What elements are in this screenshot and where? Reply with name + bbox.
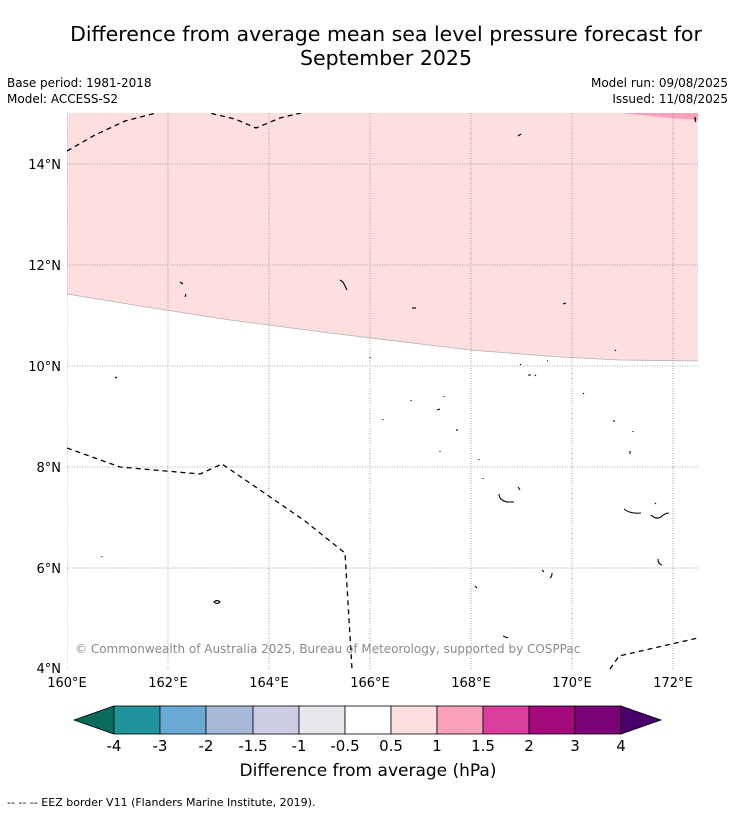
eez-legend-note: -- -- -- EEZ border V11 (Flanders Marine… <box>7 796 316 809</box>
colorbar-tick: 1 <box>432 737 442 755</box>
colorbar-tick: 2 <box>524 737 534 755</box>
colorbar-swatch <box>113 705 161 735</box>
map-title-line2: September 2025 <box>300 46 472 70</box>
lon-label: 172°E <box>653 676 693 691</box>
colorbar-swatch <box>574 705 622 735</box>
colorbar-tick: 1.5 <box>471 737 495 755</box>
model-run: Model run: 09/08/2025 <box>590 76 728 90</box>
map-title: Difference from average mean sea level p… <box>0 22 736 70</box>
lat-label: 10°N <box>28 360 61 375</box>
lon-label: 168°E <box>451 676 491 691</box>
lon-labels: 160°E 162°E 164°E 166°E 168°E 170°E 172°… <box>47 676 693 691</box>
lat-label: 6°N <box>37 562 62 577</box>
model-name: Model: ACCESS-S2 <box>7 92 119 106</box>
colorbar-swatch-high-extend <box>620 705 663 735</box>
colorbar-swatch-low-extend <box>72 705 115 735</box>
colorbar-swatch <box>205 705 254 735</box>
colorbar <box>72 705 663 735</box>
issued-date: Issued: 11/08/2025 <box>612 92 728 106</box>
colorbar-title: Difference from average (hPa) <box>239 761 497 781</box>
colorbar-tick: -4 <box>106 737 122 755</box>
colorbar-tick: -3 <box>152 737 168 755</box>
colorbar-tick: 4 <box>616 737 626 755</box>
lat-labels: 14°N 12°N 10°N 8°N 6°N 4°N <box>28 158 61 677</box>
colorbar-tick: -1.5 <box>238 737 268 755</box>
anomaly-zone-0.5-1 <box>67 113 698 361</box>
eez-borders <box>67 113 698 669</box>
map-title-line1: Difference from average mean sea level p… <box>70 22 702 46</box>
meta-right: Model run: 09/08/2025 Issued: 11/08/2025 <box>591 75 728 107</box>
colorbar-swatch <box>528 705 576 735</box>
lon-label: 162°E <box>148 676 188 691</box>
colorbar-swatch <box>390 705 438 735</box>
colorbar-swatch <box>482 705 530 735</box>
graticule <box>67 113 698 669</box>
colorbar-tick: 3 <box>570 737 580 755</box>
colorbar-swatch <box>436 705 484 735</box>
colorbar-tick: -2 <box>198 737 214 755</box>
colorbar-swatch <box>298 705 346 735</box>
colorbar-tick: -1 <box>291 737 307 755</box>
lon-label: 170°E <box>552 676 592 691</box>
meta-left: Base period: 1981-2018 Model: ACCESS-S2 <box>7 75 152 107</box>
islands <box>101 133 670 639</box>
colorbar-swatch <box>252 705 300 735</box>
copyright-text: © Commonwealth of Australia 2025, Bureau… <box>75 642 580 656</box>
lat-label: 4°N <box>37 662 62 677</box>
lat-label: 12°N <box>28 259 61 274</box>
lat-label: 14°N <box>28 158 61 173</box>
lat-label: 8°N <box>37 461 62 476</box>
anomaly-zone-boundary <box>67 293 698 362</box>
lon-label: 166°E <box>350 676 390 691</box>
anomaly-zone-1-1.5 <box>620 113 698 120</box>
base-period: Base period: 1981-2018 <box>7 76 152 90</box>
colorbar-swatch <box>344 705 392 735</box>
colorbar-tick: 0.5 <box>379 737 403 755</box>
lon-label: 160°E <box>47 676 87 691</box>
colorbar-tick: -0.5 <box>330 737 360 755</box>
colorbar-swatch <box>159 705 207 735</box>
map-panel <box>67 113 698 669</box>
lon-label: 164°E <box>249 676 289 691</box>
